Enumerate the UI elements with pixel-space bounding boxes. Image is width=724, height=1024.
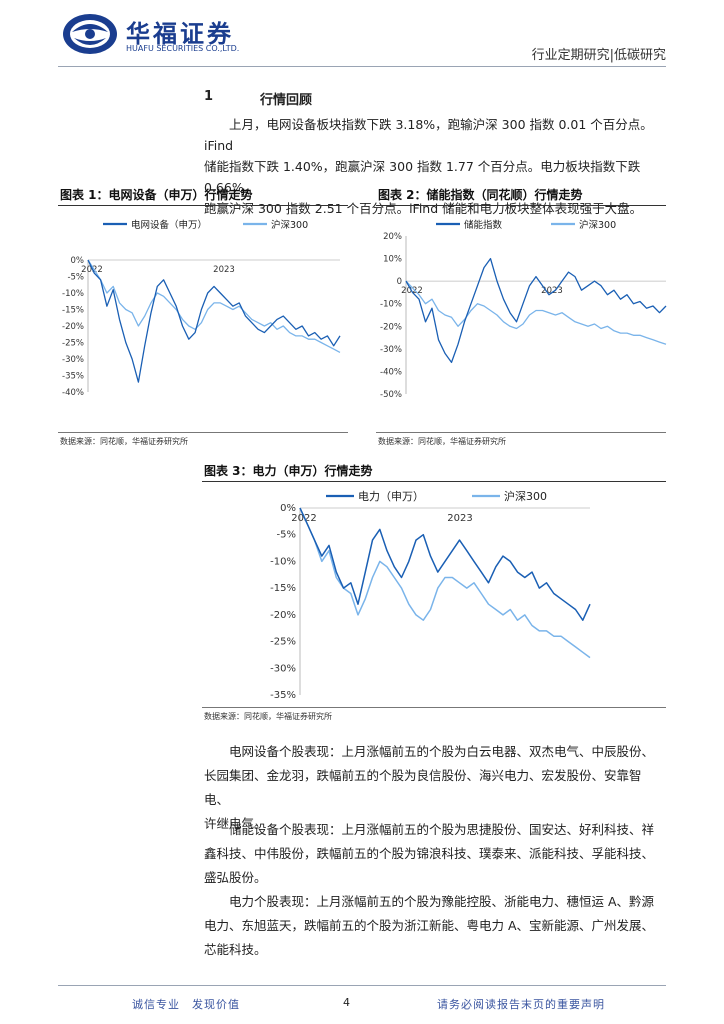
y-tick-label: -25%	[62, 339, 84, 349]
legend-label-1: 电网设备（申万）	[131, 219, 207, 231]
grid-line-2: 长园集团、金龙羽，跌幅前五的个股为良信股份、海兴电力、宏发股份、安靠智电、	[204, 768, 642, 807]
y-tick-label: -50%	[380, 390, 402, 400]
storage-line-3: 盛弘股份。	[204, 870, 267, 885]
page-number: 4	[343, 996, 350, 1009]
y-tick-label: 20%	[383, 232, 402, 242]
figure-3-bottom-rule	[202, 707, 666, 708]
section-number: 1	[204, 89, 214, 104]
y-tick-label: -35%	[62, 372, 84, 382]
y-tick-label: -20%	[270, 610, 296, 621]
y-tick-label: -35%	[270, 690, 296, 701]
figure-1-title: 图表 1：电网设备（申万）行情走势	[60, 188, 253, 202]
series-line-2	[299, 507, 591, 659]
y-tick-label: -30%	[270, 663, 296, 674]
y-tick-label: -10%	[270, 556, 296, 567]
header-divider	[58, 66, 666, 67]
footer-slogan: 诚信专业 发现价值	[132, 998, 240, 1011]
series-line-1	[299, 507, 591, 621]
y-tick-label: -10%	[62, 289, 84, 299]
series-line-2	[87, 259, 341, 353]
storage-stocks-paragraph: 储能设备个股表现：上月涨幅前五的个股为思捷股份、国安达、好利科技、祥 鑫科技、中…	[204, 818, 666, 890]
figure-3-source: 数据来源：同花顺，华福证券研究所	[204, 712, 332, 721]
chart-2: 储能指数 沪深30020%10%0-10%-20%-30%-40%-50%2022…	[380, 219, 667, 400]
y-tick-label: 0%	[280, 503, 296, 514]
power-line-2: 电力、东旭蓝天，跌幅前五的个股为浙江新能、粤电力 A、宝新能源、广州发展、	[204, 918, 655, 933]
y-tick-label: -15%	[62, 306, 84, 316]
company-name-en: HUAFU SECURITIES CO.,LTD.	[126, 44, 240, 53]
footer-divider	[58, 985, 666, 986]
y-tick-label: 0%	[71, 256, 85, 266]
company-logo	[63, 14, 117, 54]
storage-line-1: 储能设备个股表现：上月涨幅前五的个股为思捷股份、国安达、好利科技、祥	[229, 822, 655, 837]
x-tick-label: 2023	[447, 513, 472, 524]
y-tick-label: 0	[397, 277, 402, 287]
y-tick-label: -40%	[380, 367, 402, 377]
figure-3-title: 图表 3：电力（申万）行情走势	[204, 464, 373, 478]
figure-2-title: 图表 2：储能指数（同花顺）行情走势	[378, 188, 583, 202]
x-tick-label: 2023	[541, 286, 563, 296]
intro-line-1: 上月，电网设备板块指数下跌 3.18%，跑输沪深 300 指数 0.01 个百分…	[204, 117, 653, 153]
section-title: 行情回顾	[260, 93, 313, 108]
company-name-cn: 华福证券	[126, 20, 234, 48]
series-line-2	[405, 280, 667, 345]
series-line-1	[87, 259, 341, 383]
y-tick-label: -10%	[380, 300, 402, 310]
y-tick-label: -20%	[380, 322, 402, 332]
figure-2-bottom-rule	[376, 432, 666, 433]
figure-3-top-rule	[202, 481, 666, 482]
intro-line-3: 跑赢沪深 300 指数 2.51 个百分点。iFind 储能和电力板块整体表现强…	[204, 201, 643, 216]
grid-stocks-paragraph: 电网设备个股表现：上月涨幅前五的个股为白云电器、双杰电气、中辰股份、 长园集团、…	[204, 740, 666, 836]
x-tick-label: 2023	[213, 265, 235, 275]
report-type: 行业定期研究|低碳研究	[531, 48, 666, 63]
y-tick-label: -5%	[277, 530, 296, 541]
intro-line-2: 储能指数下跌 1.40%，跑赢沪深 300 指数 1.77 个百分点。电力板块指…	[204, 159, 641, 195]
power-line-1: 电力个股表现：上月涨幅前五的个股为豫能控股、浙能电力、穗恒运 A、黔源	[229, 894, 655, 909]
y-tick-label: 10%	[383, 255, 402, 265]
y-tick-label: -5%	[67, 273, 84, 283]
figure-1-source: 数据来源：同花顺，华福证券研究所	[60, 437, 188, 446]
chart-3: 电力（申万） 沪深300 0% -5% -10% -15% -20% -25% -30% -35%…	[270, 489, 591, 701]
series-line-1	[405, 257, 667, 364]
figure-2-top-rule	[376, 205, 666, 206]
legend-label-1: 电力（申万）	[358, 490, 424, 503]
legend-label-2: 沪深300	[504, 489, 547, 503]
legend-label-2: 沪深300	[271, 219, 308, 231]
figure-2-source: 数据来源：同花顺，华福证券研究所	[378, 437, 506, 446]
y-tick-label: -20%	[62, 322, 84, 332]
grid-line-3: 许继电气。	[204, 816, 267, 831]
power-stocks-paragraph: 电力个股表现：上月涨幅前五的个股为豫能控股、浙能电力、穗恒运 A、黔源 电力、东…	[204, 890, 666, 962]
legend-label-2: 沪深300	[579, 219, 616, 231]
y-tick-label: -15%	[270, 583, 296, 594]
power-line-3: 芯能科技。	[204, 942, 267, 957]
y-tick-label: -25%	[270, 637, 296, 648]
storage-line-2: 鑫科技、中伟股份，跌幅前五的个股为锦浪科技、璞泰来、派能科技、孚能科技、	[204, 846, 655, 861]
figure-1-top-rule	[58, 205, 348, 206]
chart-1: 电网设备（申万） 沪深300 0% -5% -10% -15% -20% -25% -30% -3…	[62, 219, 341, 398]
y-tick-label: -30%	[380, 345, 402, 355]
intro-paragraph: 上月，电网设备板块指数下跌 3.18%，跑输沪深 300 指数 0.01 个百分…	[204, 114, 666, 219]
footer-disclaimer: 请务必阅读报告末页的重要声明	[437, 998, 605, 1011]
y-tick-label: -30%	[62, 355, 84, 365]
x-tick-label: 2022	[81, 265, 103, 275]
legend-label-1: 储能指数	[464, 219, 503, 231]
y-tick-label: -40%	[62, 388, 84, 398]
figure-1-bottom-rule	[58, 432, 348, 433]
grid-line-1: 电网设备个股表现：上月涨幅前五的个股为白云电器、双杰电气、中辰股份、	[229, 744, 655, 759]
